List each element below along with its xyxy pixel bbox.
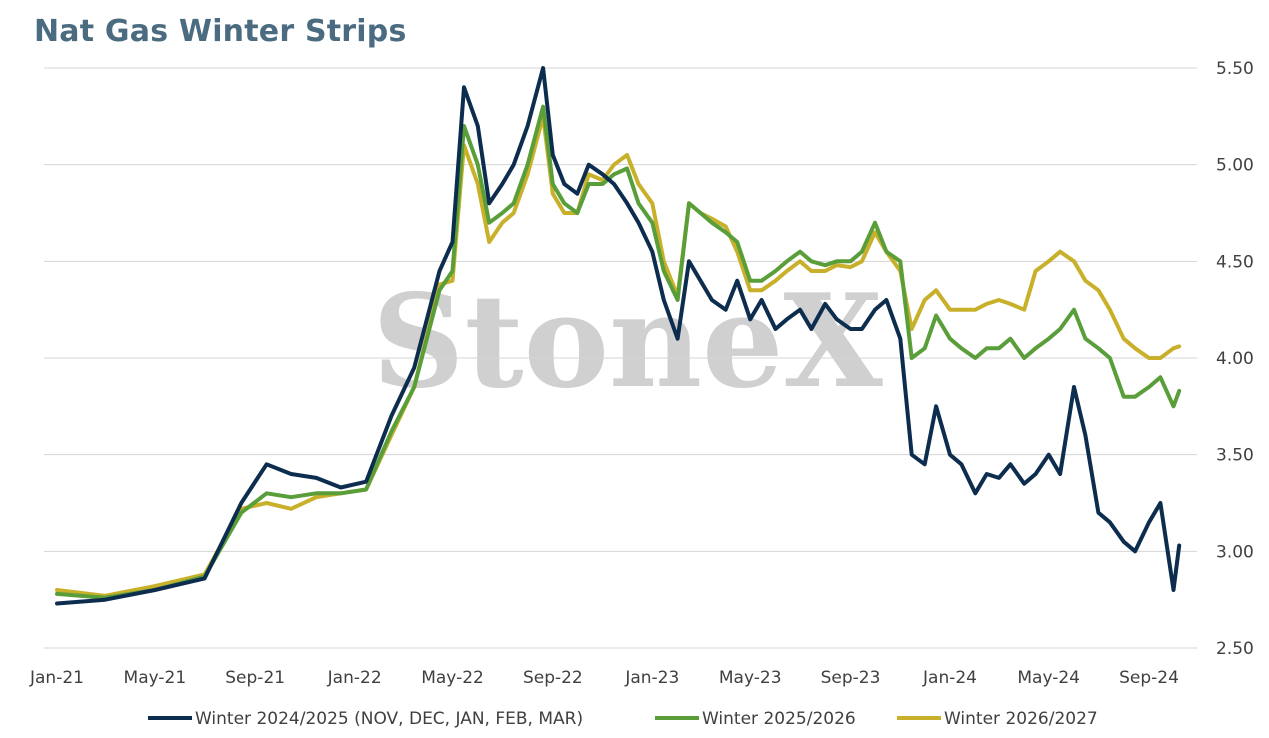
x-axis-ticks: Jan-21 May-21 Sep-21 Jan-22 May-22 Sep-22 Jan-… (29, 668, 1179, 688)
x-tick-label: May-24 (1017, 668, 1080, 688)
x-tick-label: Sep-23 (821, 668, 881, 688)
y-tick-label: 2.50 (1216, 639, 1254, 659)
y-tick-label: 5.00 (1216, 156, 1254, 176)
watermark: StoneX (372, 267, 883, 417)
series-line-1 (55, 66, 1182, 606)
x-tick-label: May-22 (421, 668, 484, 688)
y-tick-label: 4.00 (1216, 349, 1254, 369)
x-tick-label: Sep-24 (1119, 668, 1179, 688)
y-tick-label: 4.50 (1216, 252, 1254, 272)
x-tick-label: May-21 (124, 668, 187, 688)
x-tick-label: Sep-21 (225, 668, 285, 688)
x-tick-label: Jan-24 (922, 668, 977, 688)
gridlines (44, 67, 1197, 649)
x-tick-label: Jan-21 (29, 668, 84, 688)
y-tick-label: 3.50 (1216, 446, 1254, 466)
legend: Winter 2024/2025 (NOV, DEC, JAN, FEB, MA… (148, 709, 1098, 729)
series-line-3 (55, 114, 1182, 598)
y-tick-label: 5.50 (1216, 59, 1254, 79)
series-line-2 (55, 104, 1182, 600)
legend-label: Winter 2026/2027 (944, 709, 1098, 729)
chart-title: Nat Gas Winter Strips (34, 14, 407, 49)
y-axis-ticks: 5.50 5.00 4.50 4.00 3.50 3.00 2.50 (1216, 59, 1254, 659)
x-tick-label: May-23 (719, 668, 782, 688)
x-tick-label: Jan-22 (327, 668, 382, 688)
x-tick-label: Jan-23 (624, 668, 679, 688)
series-lines (55, 66, 1182, 606)
legend-label: Winter 2024/2025 (NOV, DEC, JAN, FEB, MA… (195, 709, 583, 729)
legend-label: Winter 2025/2026 (702, 709, 856, 729)
y-tick-label: 3.00 (1216, 542, 1254, 562)
x-tick-label: Sep-22 (523, 668, 583, 688)
